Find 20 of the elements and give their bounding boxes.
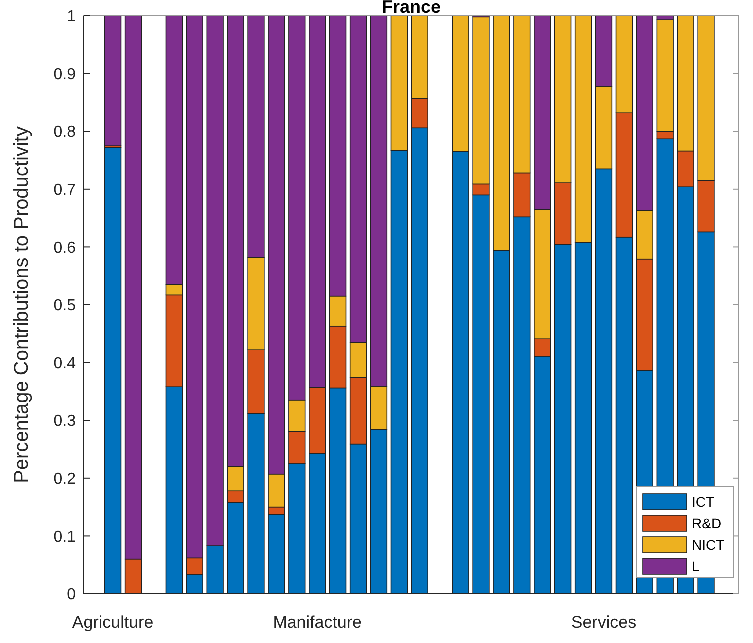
- y-tick-label: 0.5: [54, 298, 76, 315]
- y-tick-label: 1: [67, 8, 76, 26]
- legend-label: L: [692, 558, 700, 574]
- y-axis-title: Percentage Contributions to Productivity: [11, 126, 33, 484]
- legend-label: NICT: [692, 536, 726, 553]
- y-tick-label: 0.7: [54, 182, 76, 199]
- x-tick-label: Manifacture: [273, 613, 362, 632]
- legend-label: R&D: [692, 515, 722, 532]
- y-tick-label: 0.3: [54, 413, 76, 430]
- y-tick-label: 0: [67, 586, 76, 604]
- y-tick-label: 0.8: [54, 124, 76, 142]
- x-tick-label: Services: [571, 613, 637, 632]
- x-tick-label: Agriculture: [72, 613, 154, 632]
- y-tick-label: 0.9: [54, 66, 76, 84]
- y-tick-label: 0.4: [54, 355, 76, 372]
- y-tick-label: 0.1: [54, 528, 76, 546]
- y-tick-label: 0.2: [54, 471, 76, 488]
- y-tick-label: 0.6: [54, 240, 76, 257]
- chart-title: France: [382, 0, 442, 17]
- legend-label: ICT: [692, 494, 715, 510]
